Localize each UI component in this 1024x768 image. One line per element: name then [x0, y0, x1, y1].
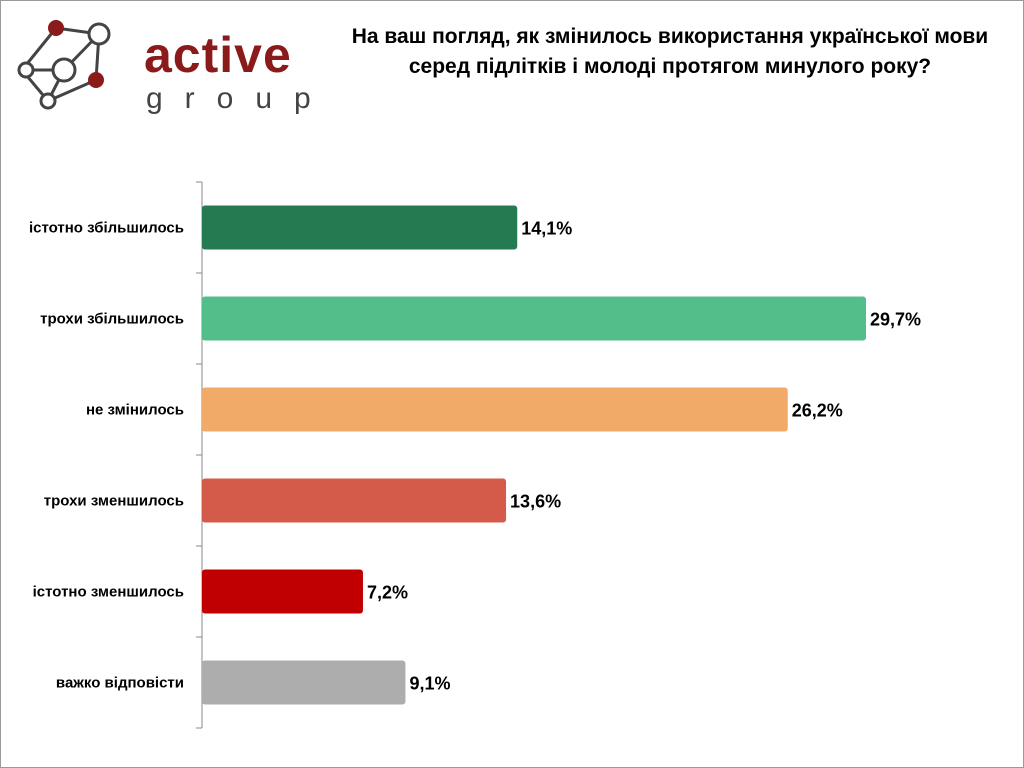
- bar: [202, 205, 518, 250]
- category-label: трохи зменшилось: [44, 493, 184, 510]
- bar: [202, 387, 788, 432]
- data-label: 26,2%: [792, 401, 843, 421]
- company-logo: active group: [14, 14, 314, 114]
- category-label: істотно зменшилось: [33, 584, 184, 601]
- chart-title: На ваш погляд, як змінилось використання…: [351, 25, 989, 78]
- category-label: важко відповісти: [56, 675, 184, 692]
- data-label: 13,6%: [510, 492, 561, 512]
- bar: [202, 569, 363, 614]
- logo-subtext: group: [146, 82, 333, 115]
- category-label: не змінилось: [86, 402, 184, 419]
- category-label: істотно збільшилось: [29, 220, 184, 237]
- data-label: 14,1%: [521, 219, 572, 239]
- bar: [202, 660, 406, 705]
- network-logo-icon: [17, 20, 111, 110]
- category-label: трохи збільшилось: [40, 311, 184, 328]
- data-label: 29,7%: [870, 310, 921, 330]
- bar: [202, 296, 866, 341]
- data-label: 7,2%: [367, 583, 408, 603]
- logo-text: active: [144, 27, 292, 83]
- data-label: 9,1%: [409, 674, 450, 694]
- bar: [202, 478, 507, 523]
